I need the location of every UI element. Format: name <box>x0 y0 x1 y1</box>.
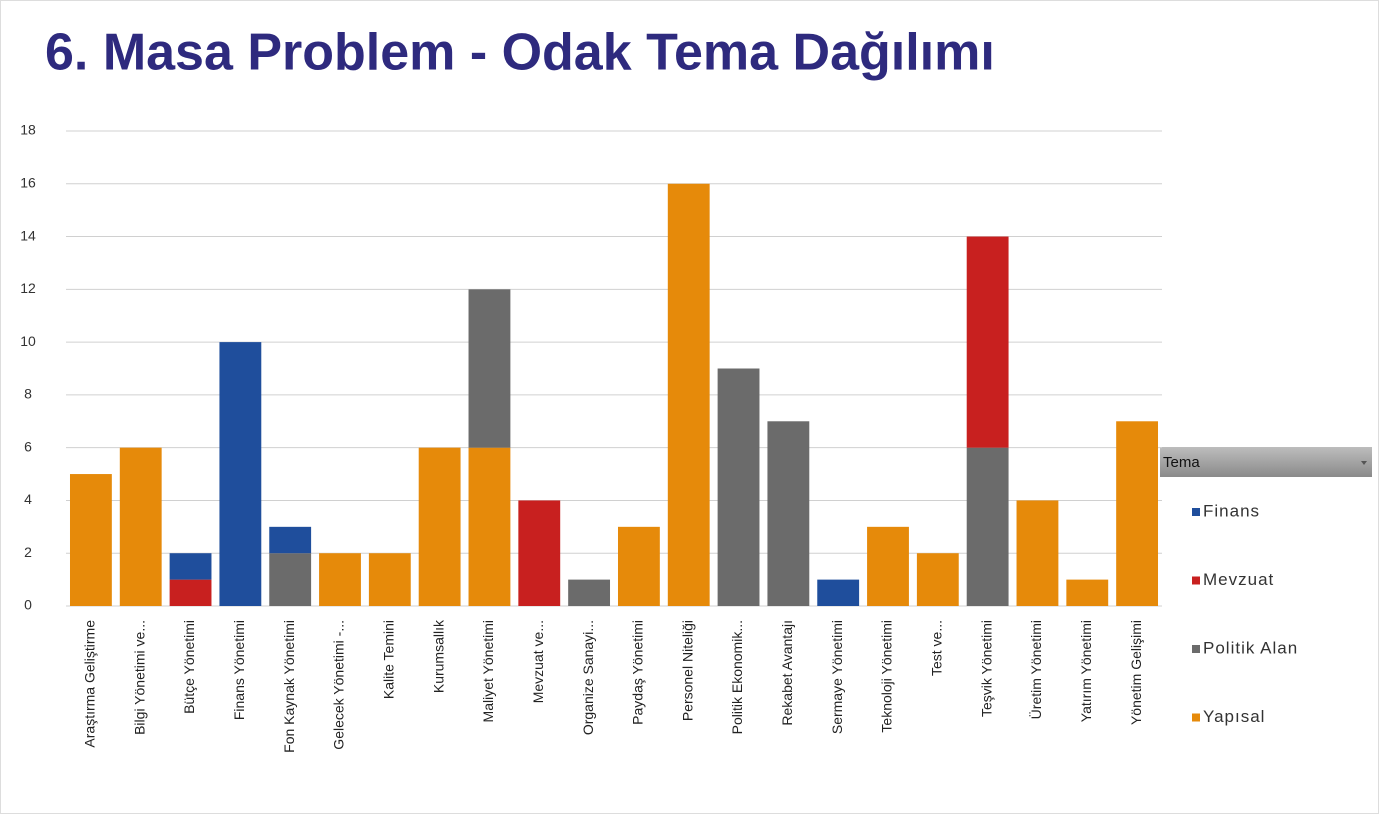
x-tick-label: Politik Ekonomik... <box>729 620 745 734</box>
y-tick-label: 14 <box>20 227 36 243</box>
bar-segment <box>1066 579 1109 606</box>
x-tick-label: Üretim Yönetimi <box>1027 620 1044 719</box>
bar-segment <box>717 368 760 606</box>
x-tick-label: Bilgi Yönetimi ve... <box>131 620 147 735</box>
y-tick-label: 4 <box>24 491 32 507</box>
bar-segment <box>518 500 561 606</box>
x-tick-label: Finans Yönetimi <box>231 620 247 720</box>
x-tick-label: Rekabet Avantajı <box>779 620 795 726</box>
y-tick-label: 12 <box>20 280 36 296</box>
bar-segment <box>169 553 212 580</box>
legend-swatch <box>1192 713 1200 722</box>
x-tick-label: Araştırma Geliştirme <box>82 620 98 748</box>
legend-label: Yapısal <box>1203 707 1265 726</box>
x-tick-label: Organize Sanayi... <box>580 620 596 735</box>
bar-segment <box>368 553 411 606</box>
x-tick-label: Maliyet Yönetimi <box>480 620 496 722</box>
legend-dropdown <box>1361 461 1367 465</box>
y-tick-label: 10 <box>20 333 36 349</box>
legend-label: Politik Alan <box>1203 638 1298 657</box>
legend-label: Mevzuat <box>1203 570 1274 589</box>
y-tick-label: 2 <box>24 544 32 560</box>
bar-segment <box>1016 500 1059 606</box>
y-tick-label: 0 <box>24 597 32 613</box>
bar-segment <box>468 289 511 448</box>
x-tick-label: Teknoloji Yönetimi <box>879 620 895 733</box>
bar-segment <box>1116 421 1159 606</box>
bar-segment <box>319 553 361 606</box>
y-tick-label: 18 <box>20 122 36 138</box>
bar-segment <box>269 553 312 606</box>
legend-header <box>1160 447 1372 477</box>
bar-segment <box>916 553 959 606</box>
bar-segment <box>468 447 511 606</box>
bar-segment <box>69 474 112 606</box>
x-tick-label: Bütçe Yönetimi <box>181 620 197 714</box>
legend-title: Tema <box>1163 454 1200 471</box>
chart-title: 6. Masa Problem - Odak Tema Dağılımı <box>45 24 995 82</box>
y-tick-label: 6 <box>24 438 32 454</box>
x-tick-label: Test ve... <box>929 620 945 676</box>
x-tick-label: Personel Niteliği <box>679 620 695 721</box>
bar-segment <box>817 579 860 606</box>
bar-segment <box>966 236 1009 448</box>
x-tick-label: Teşvik Yönetimi <box>978 620 994 717</box>
x-tick-label: Fon Kaynak Yönetimi <box>281 620 297 753</box>
x-tick-label: Yatırım Yönetimi <box>1078 620 1094 722</box>
x-tick-label: Paydaş Yönetimi <box>630 620 646 725</box>
bar-segment <box>867 526 909 606</box>
x-tick-label: Kurumsallık <box>430 619 446 693</box>
bar-segment <box>119 447 162 606</box>
bar-segment <box>169 579 212 606</box>
x-tick-label: Kalite Temini <box>381 620 397 699</box>
bar-segment <box>568 579 611 606</box>
bar-segment <box>767 421 810 606</box>
x-tick-label: Sermaye Yönetimi <box>829 620 845 734</box>
legend-swatch <box>1192 508 1200 516</box>
legend-swatch <box>1192 645 1200 653</box>
x-tick-label: Mevzuat ve... <box>530 620 546 703</box>
bar-segment <box>269 526 312 554</box>
y-tick-label: 16 <box>20 174 36 190</box>
bar-segment <box>667 183 710 606</box>
legend-label: Finans <box>1203 501 1260 520</box>
legend-swatch <box>1192 576 1200 585</box>
bar-segment <box>219 342 262 606</box>
bar-segment <box>617 526 660 606</box>
bar-segment <box>966 447 1009 606</box>
y-tick-label: 8 <box>24 386 32 402</box>
x-tick-label: Yönetim Gelişimi <box>1128 620 1144 725</box>
x-tick-label: Gelecek Yönetimi -... <box>331 620 347 750</box>
bar-segment <box>418 447 461 606</box>
